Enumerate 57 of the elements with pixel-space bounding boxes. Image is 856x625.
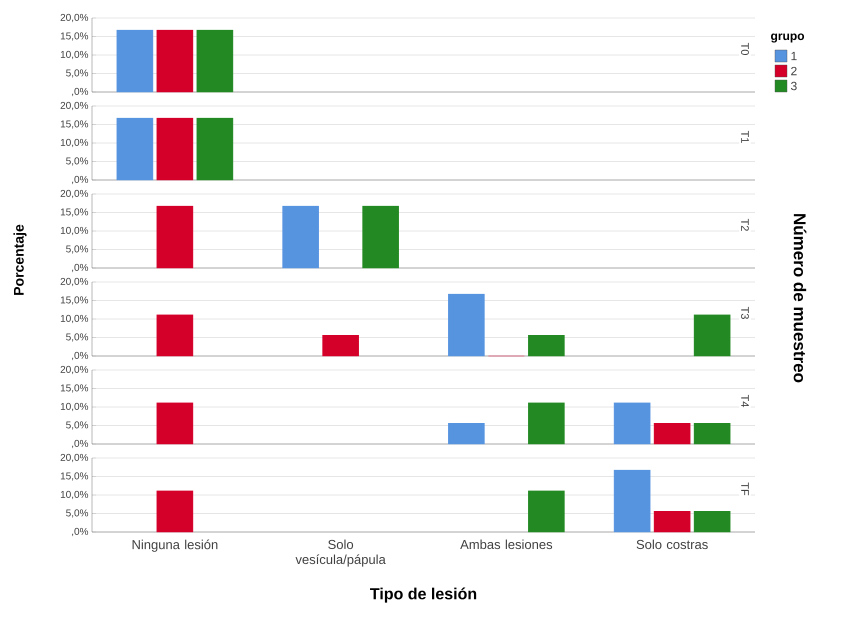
y-tick-label: 15,0%: [60, 472, 88, 481]
y-tick-label: 10,0%: [60, 138, 88, 148]
bar: [156, 314, 194, 356]
y-tick-label: 20,0%: [60, 190, 88, 198]
text: T2: [741, 218, 749, 231]
bar: [694, 510, 730, 532]
text: TF: [741, 482, 749, 496]
legend-title: grupo: [771, 33, 804, 43]
y-tick-label: 15,0%: [60, 296, 88, 305]
y2-axis-title: Número de muestreo: [794, 214, 806, 382]
y-tick-label: 10,0%: [60, 226, 88, 236]
y-tick-label: 15,0%: [60, 32, 88, 41]
y-axis-title: Porcentaje: [13, 224, 27, 295]
bar: [614, 470, 650, 532]
x-tick-label: Solo costras: [636, 540, 708, 550]
x-tick-label: Solo vesícula/pápula: [296, 540, 386, 567]
y-tick-label: 5,0%: [66, 157, 88, 166]
bar: [654, 510, 690, 532]
text: T4: [741, 394, 749, 408]
legend-label: 2: [791, 66, 797, 76]
y-tick-label: 15,0%: [60, 208, 88, 217]
y-tick-label: ,0%: [72, 264, 88, 272]
text: T3: [741, 306, 749, 319]
y-tick-label: 10,0%: [60, 50, 88, 60]
y-tick-label: 10,0%: [60, 490, 88, 500]
legend-label: 1: [791, 52, 797, 60]
y-tick-label: ,0%: [72, 88, 88, 96]
y-tick-label: ,0%: [72, 352, 88, 360]
y-tick-label: 10,0%: [60, 402, 88, 412]
y-tick-label: 15,0%: [60, 120, 88, 129]
y-tick-label: 20,0%: [60, 454, 88, 462]
y-tick-label: ,0%: [72, 176, 88, 184]
y-tick-label: ,0%: [72, 440, 88, 448]
y-tick-label: 5,0%: [66, 509, 88, 518]
y-tick-label: 20,0%: [60, 366, 88, 374]
y-tick-label: ,0%: [72, 528, 88, 536]
bar: [694, 314, 730, 356]
bar: [322, 334, 359, 356]
y-tick-label: 20,0%: [60, 102, 88, 110]
bar: [528, 490, 565, 532]
y-tick-label: 10,0%: [60, 314, 88, 324]
bar: [448, 294, 485, 356]
legend-label: 3: [790, 82, 797, 90]
x-tick-label: Ambas lesiones: [460, 540, 552, 550]
x-tick-label: Ninguna lesión: [132, 540, 218, 552]
y-tick-label: 20,0%: [60, 278, 88, 286]
y-tick-label: 5,0%: [66, 333, 88, 342]
x-axis-title: Tipo de lesión: [370, 588, 476, 603]
bar: [156, 490, 194, 532]
bar: [528, 334, 565, 356]
text: T1: [741, 130, 749, 143]
y-tick-label: 5,0%: [66, 421, 88, 430]
y-tick-label: 5,0%: [66, 69, 88, 78]
text: T0: [741, 42, 749, 55]
y-tick-label: 5,0%: [66, 245, 88, 254]
y-tick-label: 20,0%: [60, 14, 88, 22]
y-tick-label: 15,0%: [60, 384, 88, 393]
